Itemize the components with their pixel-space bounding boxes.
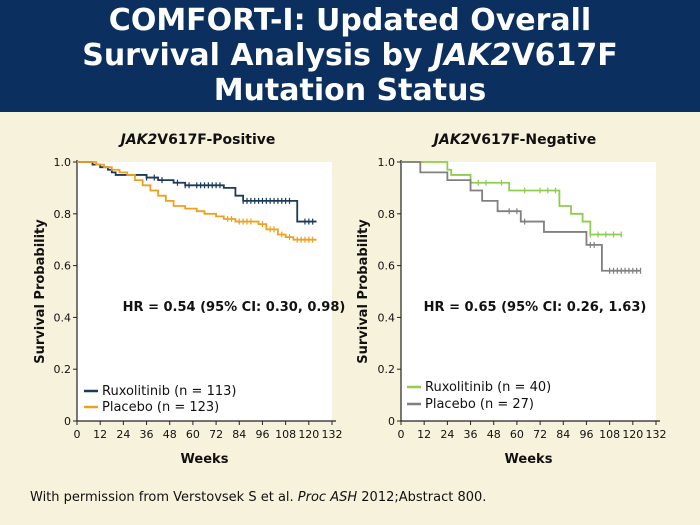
chart-title-gene: JAK2 [431,132,471,148]
series-2: Placebo (n = 123) [77,161,317,415]
x-tick-label: 84 [556,428,570,441]
x-tick-label: 132 [646,428,667,441]
x-tick-label: 24 [116,428,130,441]
plot-area [401,162,656,421]
x-axis-label: Weeks [505,452,553,467]
x-tick-label: 60 [510,428,524,441]
slide-title-part: Survival Analysis by [82,38,433,73]
title-banner: COMFORT-I: Updated Overall Survival Anal… [0,0,700,112]
x-tick-label: 0 [74,428,81,441]
slide-title-part: V617F [511,38,618,73]
y-axis-label: Survival Probability [33,219,48,364]
legend-label: Placebo (n = 123) [102,400,219,415]
x-axis-label: Weeks [181,452,229,467]
credit-journal: Proc ASH [297,490,358,505]
x-tick-label: 120 [298,428,319,441]
hazard-ratio-annotation: HR = 0.54 (95% CI: 0.30, 0.98) [123,300,346,315]
x-tick-label: 108 [599,428,620,441]
y-axis-label: Survival Probability [356,219,371,364]
x-tick-label: 96 [255,428,269,441]
x-tick-label: 48 [163,428,177,441]
x-tick-label: 84 [232,428,246,441]
chart-panel-2: JAK2V617F-Negative 0 0.2 0.4 0.6 0.8 1.0 0 12 24 3… [356,132,667,467]
chart-title-gene: JAK2 [118,132,158,148]
survival-curve [401,161,622,236]
slide-title-line-1: COMFORT-I: Updated Overall [108,3,592,38]
chart-title: JAK2V617F-Positive [118,132,276,148]
plot-area [77,162,332,421]
survival-curve [77,161,317,241]
slide-title-gene: JAK2 [432,38,512,73]
y-tick-label: 0.8 [54,208,72,221]
y-tick-label: 1.0 [378,156,396,169]
x-tick-label: 36 [140,428,154,441]
hazard-ratio-annotation: HR = 0.65 (95% CI: 0.26, 1.63) [424,300,647,315]
y-tick-label: 0.2 [378,363,396,376]
legend-label: Ruxolitinib (n = 113) [102,384,236,399]
x-tick-label: 96 [579,428,593,441]
survival-curve [401,161,641,272]
x-tick-label: 12 [417,428,431,441]
y-tick-label: 0.8 [378,208,396,221]
chart-title: JAK2V617F-Negative [431,132,596,148]
y-tick-label: 0.6 [54,260,72,273]
x-tick-label: 36 [464,428,478,441]
y-tick-label: 0 [388,415,395,428]
x-tick-label: 24 [440,428,454,441]
y-tick-label: 0.4 [378,311,396,324]
credit-part: 2012;Abstract 800. [357,490,487,505]
legend-label: Placebo (n = 27) [425,397,534,412]
permission-credit: With permission from Verstovsek S et al.… [30,490,486,505]
x-tick-label: 60 [186,428,200,441]
y-tick-label: 1.0 [54,156,72,169]
chart-title-rest: V617F-Negative [470,132,596,148]
x-tick-label: 132 [322,428,343,441]
series-1: Ruxolitinib (n = 40) [401,161,622,395]
chart-panel-1: JAK2V617F-Positive 0 0.2 0.4 0.6 0.8 1.0 0 12 24 3… [33,132,345,467]
y-tick-label: 0.6 [378,260,396,273]
legend-label: Ruxolitinib (n = 40) [425,380,551,395]
credit-part: With permission from Verstovsek S et al. [30,490,298,505]
x-tick-label: 72 [533,428,547,441]
x-tick-label: 72 [209,428,223,441]
y-tick-label: 0.4 [54,311,72,324]
series-2: Placebo (n = 27) [401,161,642,412]
slide-title-line-3: Mutation Status [213,73,487,108]
x-tick-label: 108 [275,428,296,441]
slide-title-line-2: Survival Analysis by JAK2V617F [0,38,700,74]
x-tick-label: 12 [93,428,107,441]
x-tick-label: 0 [398,428,405,441]
y-tick-label: 0 [64,415,71,428]
x-tick-label: 48 [487,428,501,441]
chart-title-rest: V617F-Positive [157,132,275,148]
x-tick-label: 120 [622,428,643,441]
y-tick-label: 0.2 [54,363,72,376]
